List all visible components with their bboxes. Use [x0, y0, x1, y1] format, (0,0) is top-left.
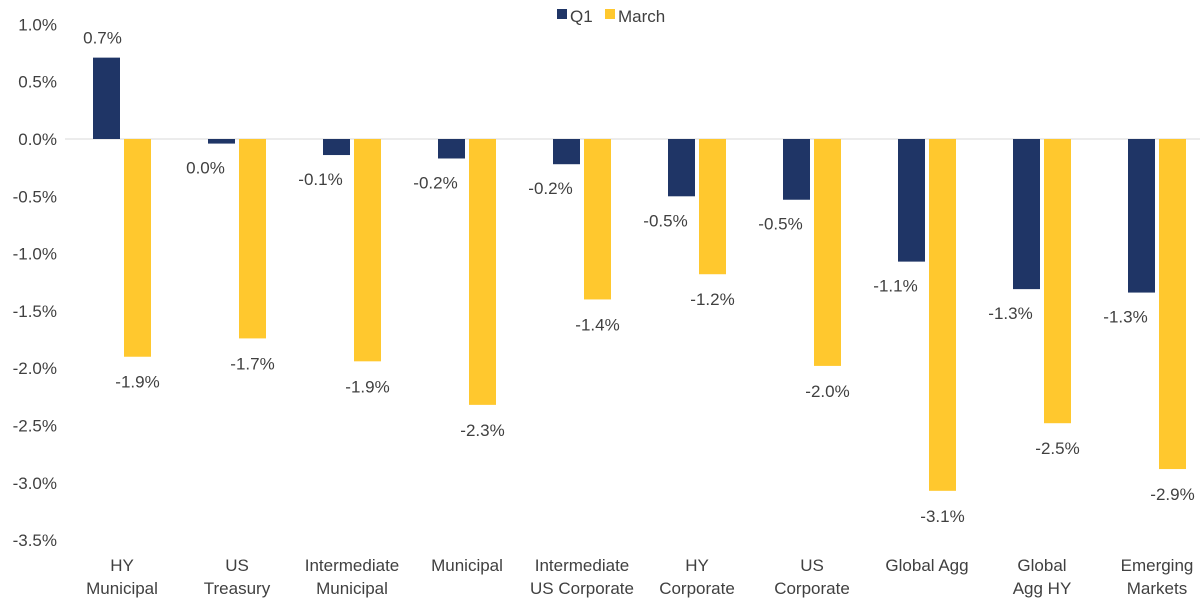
data-label-march: -1.9%	[345, 377, 389, 396]
bar-q1	[668, 139, 695, 197]
category-label: US	[225, 556, 249, 575]
legend-swatch-q1	[557, 9, 567, 19]
data-label-march: -3.1%	[920, 507, 964, 526]
y-tick-label: -2.0%	[13, 359, 57, 378]
bar-march	[239, 139, 266, 339]
bar-q1	[1128, 139, 1155, 293]
category-label: US	[800, 556, 824, 575]
category-label: Intermediate	[305, 556, 400, 575]
y-tick-label: -1.5%	[13, 302, 57, 321]
data-label-q1: 0.7%	[83, 29, 122, 48]
data-label-q1: -1.3%	[1103, 308, 1147, 327]
data-label-march: -2.0%	[805, 382, 849, 401]
bar-march	[699, 139, 726, 275]
category-label: HY	[110, 556, 134, 575]
category-label: Emerging	[1121, 556, 1194, 575]
legend-label-q1: Q1	[570, 7, 593, 26]
data-label-q1: -1.3%	[988, 304, 1032, 323]
data-label-march: -2.3%	[460, 421, 504, 440]
data-label-q1: -0.5%	[643, 211, 687, 230]
y-axis: 1.0% 0.5% 0.0% -0.5% -1.0% -1.5% -2.0% -2.5% -3.…	[13, 15, 57, 550]
data-label-q1: -0.2%	[413, 173, 457, 192]
category-label: Intermediate	[535, 556, 630, 575]
category-label: Municipal	[431, 556, 503, 575]
data-label-q1: -0.1%	[298, 170, 342, 189]
y-tick-label: 1.0%	[18, 15, 57, 34]
y-tick-label: -3.5%	[13, 531, 57, 550]
category-label: Corporate	[774, 579, 850, 598]
category-label: Corporate	[659, 579, 735, 598]
bar-march	[584, 139, 611, 300]
category-label: Global Agg	[885, 556, 968, 575]
data-label-march: -1.2%	[690, 290, 734, 309]
bar-q1	[553, 139, 580, 165]
category-label: Treasury	[204, 579, 271, 598]
legend-swatch-march	[605, 9, 615, 19]
bar-march	[929, 139, 956, 491]
bar-q1	[1013, 139, 1040, 290]
y-tick-label: -2.5%	[13, 417, 57, 436]
y-tick-label: -3.0%	[13, 474, 57, 493]
category-label: HY	[685, 556, 709, 575]
bar-q1	[898, 139, 925, 262]
data-label-q1: 0.0%	[186, 159, 225, 178]
data-label-march: -2.9%	[1150, 485, 1194, 504]
data-label-q1: -0.5%	[758, 215, 802, 234]
y-tick-label: -1.0%	[13, 245, 57, 264]
bar-march	[814, 139, 841, 366]
bar-march	[469, 139, 496, 405]
bar-q1	[438, 139, 465, 159]
data-label-q1: -1.1%	[873, 277, 917, 296]
bar-march	[354, 139, 381, 362]
category-label: Agg HY	[1013, 579, 1072, 598]
category-label: Municipal	[86, 579, 158, 598]
bar-q1	[93, 57, 120, 139]
bar-march	[124, 139, 151, 357]
y-tick-label: 0.0%	[18, 130, 57, 149]
data-label-march: -1.4%	[575, 315, 619, 334]
bar-q1	[208, 139, 235, 144]
bar-q1	[783, 139, 810, 200]
category-label: US Corporate	[530, 579, 634, 598]
y-tick-label: 0.5%	[18, 73, 57, 92]
bars: 0.7% -1.9% 0.0% -1.7% -0.1% -1.9% -0.2% -2.3% -0…	[83, 29, 1195, 526]
data-label-q1: -0.2%	[528, 179, 572, 198]
x-axis: HY Municipal US Treasury Intermediate Municip…	[86, 556, 1193, 598]
category-label: Markets	[1127, 579, 1187, 598]
y-tick-label: -0.5%	[13, 187, 57, 206]
legend-label-march: March	[618, 7, 665, 26]
bar-q1	[323, 139, 350, 156]
bar-march	[1044, 139, 1071, 424]
category-label: Municipal	[316, 579, 388, 598]
legend: Q1 March	[557, 7, 665, 26]
data-label-march: -2.5%	[1035, 439, 1079, 458]
data-label-march: -1.7%	[230, 354, 274, 373]
category-label: Global	[1017, 556, 1066, 575]
data-label-march: -1.9%	[115, 373, 159, 392]
bar-march	[1159, 139, 1186, 470]
